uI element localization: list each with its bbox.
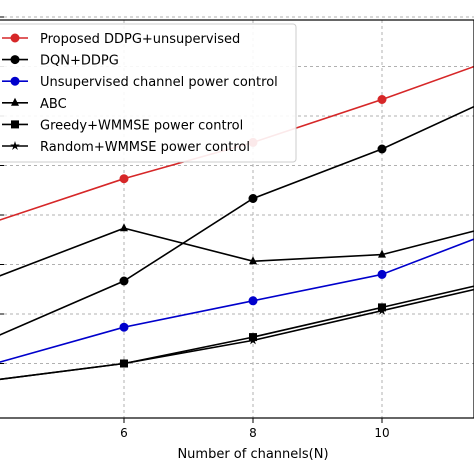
data-point <box>377 144 387 154</box>
data-point <box>10 55 20 65</box>
x-tick-label: 6 <box>120 426 128 440</box>
legend-item: ABC <box>2 97 67 112</box>
legend-label: Greedy+WMMSE power control <box>40 118 243 133</box>
series-line <box>0 227 474 277</box>
data-point <box>120 223 128 232</box>
data-point <box>248 335 258 345</box>
series-5 <box>0 285 474 381</box>
data-point <box>119 322 129 332</box>
data-point <box>377 269 387 279</box>
legend-label: DQN+DDPG <box>40 54 119 69</box>
legend-item: Proposed DDPG+unsupervised <box>2 32 240 47</box>
data-point <box>378 249 386 258</box>
data-point <box>248 296 258 306</box>
x-axis: 6 8 10 <box>0 16 390 440</box>
series-line <box>0 285 474 381</box>
x-axis-title: Number of channels(N) <box>177 447 328 462</box>
data-point <box>119 358 129 368</box>
data-point <box>11 120 19 129</box>
data-point <box>248 194 258 203</box>
data-point <box>10 33 20 43</box>
legend-label: Unsupervised channel power control <box>40 75 278 90</box>
legend-box <box>0 23 297 163</box>
data-point <box>249 256 257 265</box>
x-tick-label: 8 <box>249 426 257 440</box>
data-point <box>10 141 20 150</box>
data-point <box>377 95 387 104</box>
data-point <box>377 305 387 315</box>
series-line <box>0 288 474 381</box>
legend-label: ABC <box>40 97 67 112</box>
data-point <box>11 97 19 106</box>
legend-item: DQN+DDPG <box>2 54 119 69</box>
series-4 <box>0 223 474 277</box>
plot-frame <box>0 19 474 419</box>
legend: Proposed DDPG+unsupervised DQN+DDPG Unsupe… <box>0 23 297 163</box>
legend-label: Proposed DDPG+unsupervised <box>40 32 240 47</box>
legend-item: Unsupervised channel power control <box>2 75 278 90</box>
x-tick-label: 10 <box>374 426 389 440</box>
legend-label: Random+WMMSE power control <box>40 140 250 155</box>
data-point <box>119 276 129 286</box>
series-2 <box>0 105 474 336</box>
legend-item: Greedy+WMMSE power control <box>2 118 243 133</box>
data-point <box>119 174 129 184</box>
series-3 <box>0 238 474 363</box>
data-point <box>10 76 20 86</box>
legend-item: Random+WMMSE power control <box>2 140 250 155</box>
series-6 <box>0 288 474 381</box>
